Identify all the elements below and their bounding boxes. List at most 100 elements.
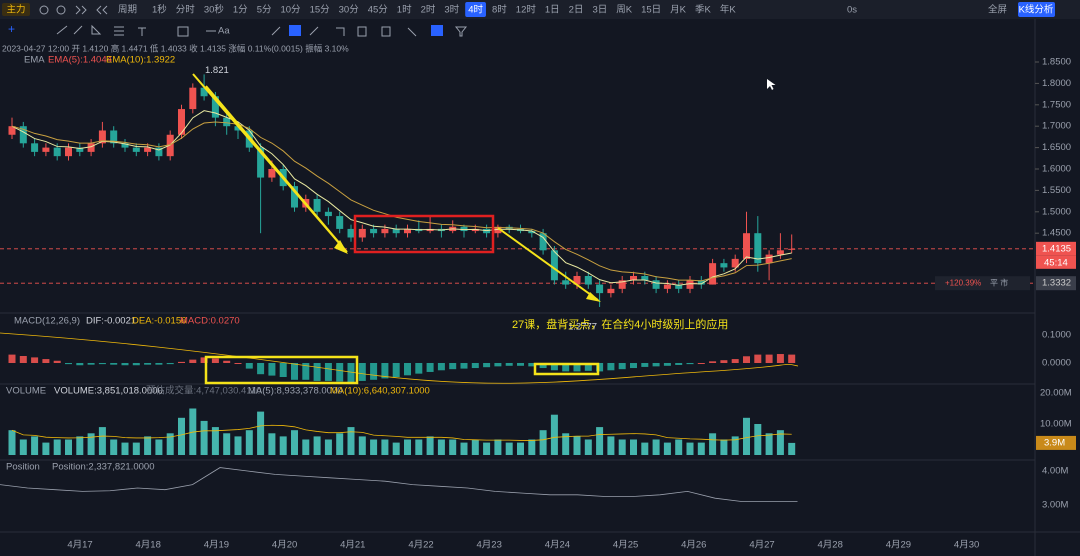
tool-icons (39, 5, 468, 37)
interval[interactable]: 年K (720, 4, 737, 16)
volume-bar (471, 439, 479, 455)
timer[interactable]: 0s (847, 5, 857, 16)
volume-bar (743, 417, 750, 455)
volume-bar (178, 417, 185, 455)
cursor-tool[interactable]: + (8, 22, 15, 36)
macd-bar (663, 363, 671, 366)
volume-bar (754, 424, 762, 455)
volume-bar (87, 433, 95, 455)
candle-body (675, 284, 683, 289)
volume-bar (268, 433, 276, 455)
macd-tick-label: 0.0000 (1042, 358, 1071, 369)
macd-bar (505, 363, 513, 366)
volume-last-box (1036, 435, 1076, 450)
macd-bar (279, 363, 287, 377)
ema-line (11, 110, 792, 286)
macd-bar (234, 363, 242, 364)
volume-bar (607, 436, 615, 455)
macd-bar (720, 360, 728, 363)
candle-body (121, 143, 129, 148)
volume-bar (776, 430, 784, 455)
text-tool[interactable]: Aa (218, 26, 230, 37)
fullscreen[interactable]: 全屏 (988, 4, 1007, 16)
interval[interactable]: 分时 (176, 4, 196, 16)
candle-body (381, 228, 389, 234)
interval[interactable]: 15日 (641, 5, 661, 16)
badge[interactable]: 主力 (6, 4, 25, 16)
interval[interactable]: 月K (670, 5, 687, 16)
macd-bar (336, 363, 344, 382)
volume-bar (8, 430, 16, 455)
macd-bar (8, 354, 16, 363)
volume-bar (437, 439, 445, 455)
volume-bar (731, 436, 739, 455)
interval[interactable]: 4时 (468, 4, 483, 16)
macd-dea: DEA:-0.0156 (132, 316, 186, 327)
candle-body (336, 216, 344, 229)
interval[interactable]: 8时 (492, 4, 507, 16)
interval[interactable]: 3日 (592, 5, 607, 16)
volume-last-label: 3.9M (1044, 437, 1065, 448)
candle-body (709, 263, 717, 285)
interval[interactable]: 12时 (516, 4, 537, 16)
macd-bar (87, 363, 95, 365)
volume-bar (336, 433, 344, 455)
macd-bar (370, 363, 378, 380)
date-label: 4月22 (408, 540, 433, 551)
volume-value: VOLUME:3,851,018.0000 (54, 386, 163, 397)
macd-bar (76, 363, 84, 366)
volume-bar (392, 442, 400, 455)
macd-bar (675, 363, 683, 365)
position-line (0, 467, 798, 502)
interval[interactable]: 15分 (310, 5, 331, 16)
volume-bar (697, 442, 705, 455)
macd-bar (31, 357, 39, 363)
candle-body (404, 228, 411, 234)
period[interactable]: 周期 (118, 5, 137, 16)
low-label: 1.2777 (568, 321, 597, 332)
volume-bar (200, 420, 208, 455)
interval[interactable]: 45分 (368, 5, 389, 16)
candle-body (426, 228, 434, 232)
interval[interactable]: 2日 (569, 5, 584, 16)
price-tick-label: 1.5500 (1042, 185, 1071, 196)
interval[interactable]: 1日 (545, 5, 560, 16)
macd-bar (392, 363, 400, 377)
interval[interactable]: 3时 (444, 4, 459, 16)
interval[interactable]: 1时 (397, 4, 412, 16)
interval[interactable]: 10分 (280, 5, 301, 16)
volume-bar (132, 442, 140, 455)
interval[interactable]: 2时 (421, 4, 436, 16)
price-tick-label: 1.8500 (1042, 57, 1071, 68)
volume-bar (76, 436, 84, 455)
macd-bar (731, 359, 739, 363)
volume-bar (550, 414, 558, 455)
date-label: 4月29 (886, 540, 911, 551)
candle-body (618, 280, 626, 289)
interval[interactable]: 30分 (339, 5, 360, 16)
interval[interactable]: 周K (616, 5, 633, 16)
date-label: 4月24 (545, 540, 570, 551)
interval[interactable]: 5分 (257, 5, 272, 16)
analysis-button[interactable]: K线分析 (1019, 4, 1054, 16)
date-label: 4月27 (749, 540, 774, 551)
date-label: 4月23 (477, 540, 502, 551)
interval[interactable]: 1秒 (152, 4, 167, 16)
candle-body (630, 276, 637, 281)
volume-bar (630, 439, 637, 455)
candle-body (234, 126, 242, 131)
macd-dif: DIF:-0.0021 (86, 316, 136, 327)
macd-bar (98, 363, 106, 365)
macd-bar (245, 363, 253, 369)
volume-ma (11, 424, 792, 441)
volume-bar (166, 433, 174, 455)
volume-bar (709, 433, 717, 455)
volume-bar (404, 439, 411, 455)
candle-body (200, 87, 208, 97)
macd-bar (607, 363, 615, 371)
interval[interactable]: 季K (695, 4, 712, 16)
interval[interactable]: 30秒 (204, 4, 225, 16)
macd-bar (302, 363, 310, 380)
interval[interactable]: 1分 (233, 5, 248, 16)
macd-bar (788, 354, 796, 363)
